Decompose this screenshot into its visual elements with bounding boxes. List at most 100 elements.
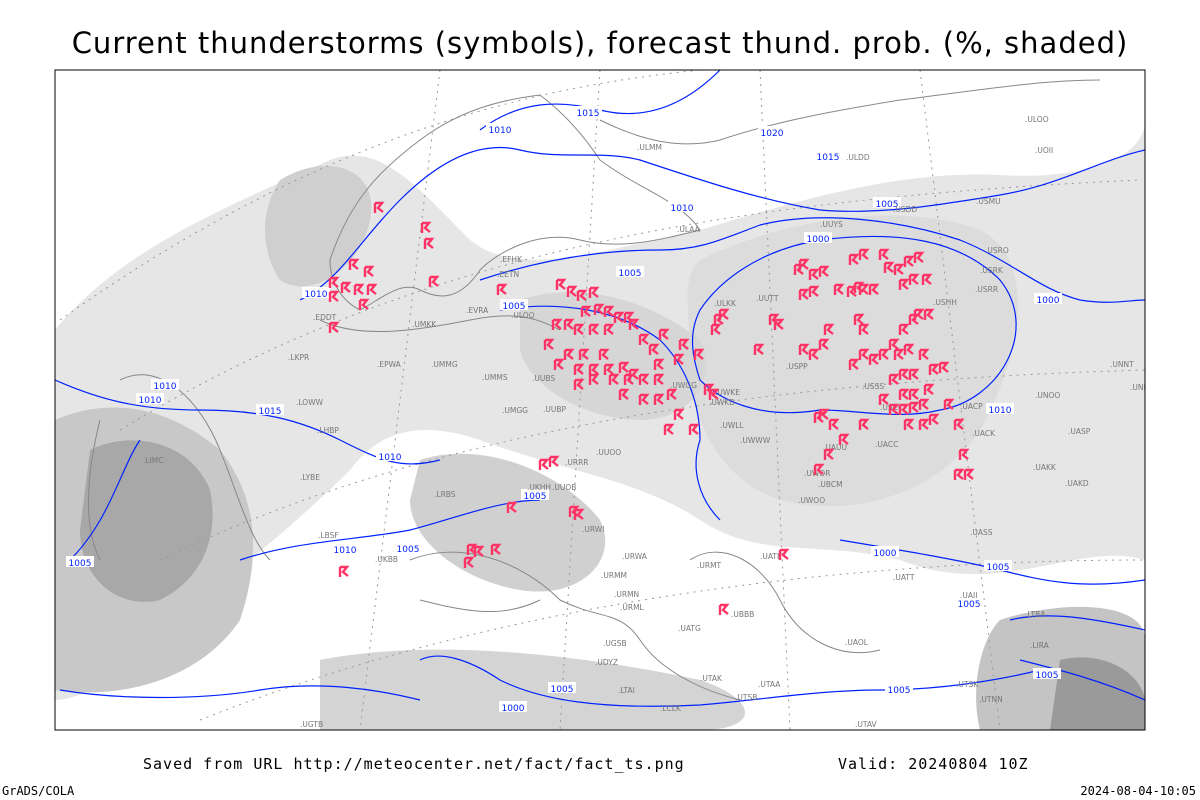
station-label: .UTSK xyxy=(956,680,979,689)
station-label: .USPP xyxy=(786,362,808,371)
station-label: .ULOO xyxy=(1025,115,1049,124)
station-label: .UWLL xyxy=(720,421,744,430)
station-label: .USCC xyxy=(880,403,903,412)
station-label: .USRK xyxy=(980,266,1004,275)
station-label: .UATE xyxy=(760,552,782,561)
isobar-labels: 1015 1010 1020 1015 1010 1005 1000 1005 1010 1005… xyxy=(66,106,1062,714)
station-label: .EPWA xyxy=(377,360,402,369)
station-label: .URMN xyxy=(614,590,639,599)
station-label: .UWKE xyxy=(715,388,740,397)
isobar-label: 1015 xyxy=(577,109,600,119)
isobar-label: 1000 xyxy=(874,549,897,559)
source-url-text: Saved from URL http://meteocenter.net/fa… xyxy=(143,755,685,773)
station-label: .UWOO xyxy=(798,496,825,505)
isobar-label: 1005 xyxy=(987,563,1010,573)
station-label: .EETN xyxy=(497,270,519,279)
station-label: .LOWW xyxy=(296,398,324,407)
station-label: .UWOR xyxy=(804,469,830,478)
station-label: .UACC xyxy=(875,440,898,449)
isobar-label: 1000 xyxy=(807,235,830,245)
station-label: .UASS xyxy=(970,528,993,537)
software-label: GrADS/COLA xyxy=(2,784,75,798)
station-label: .UASP xyxy=(1068,427,1091,436)
grid-lines xyxy=(59,70,1145,730)
station-label: .LKPR xyxy=(288,353,309,362)
station-label: .UAKK xyxy=(1033,463,1057,472)
station-label: .USRO xyxy=(985,246,1009,255)
isobar-label: 1010 xyxy=(305,290,328,300)
station-label: .USMU xyxy=(976,197,1001,206)
station-label: .ULOO xyxy=(511,311,535,320)
station-label: .URWA xyxy=(622,552,648,561)
station-label: .EDDT xyxy=(313,313,337,322)
station-label: .URMM xyxy=(601,571,627,580)
station-label: .UTAV xyxy=(855,720,878,729)
isobar-label: 1010 xyxy=(671,204,694,214)
station-label: .UAII xyxy=(960,591,977,600)
station-label: .UDYZ xyxy=(595,658,618,667)
isobar-label: 1010 xyxy=(989,406,1012,416)
map-title: Current thunderstorms (symbols), forecas… xyxy=(71,26,1129,60)
valid-time-text: Valid: 20240804 10Z xyxy=(838,755,1029,773)
station-label: .UTAA xyxy=(758,680,781,689)
station-label: .UTAK xyxy=(700,674,723,683)
station-label: .UMMG xyxy=(431,360,458,369)
station-label: .UTNN xyxy=(979,695,1003,704)
isobar-label: 1010 xyxy=(139,396,162,406)
station-label: .LIMC xyxy=(143,456,163,465)
station-label: .LCLK xyxy=(660,704,682,713)
station-label: .UUOB xyxy=(552,483,576,492)
isobar-label: 1005 xyxy=(503,302,526,312)
station-label: .UGSB xyxy=(603,639,627,648)
isobar-label: 1020 xyxy=(761,129,784,139)
station-label: .UAUU xyxy=(823,443,847,452)
coastlines-borders xyxy=(88,79,1101,701)
station-label: .UUBS xyxy=(532,374,555,383)
station-label: .UUOO xyxy=(596,448,621,457)
station-label: .USHH xyxy=(933,298,957,307)
station-label: .UNBB xyxy=(1130,383,1154,392)
station-label: .LIRA xyxy=(1030,641,1050,650)
station-label: .UBBB xyxy=(731,610,754,619)
station-label: .UOII xyxy=(1035,146,1053,155)
station-label: .URRR xyxy=(565,458,589,467)
station-label: .UUBP xyxy=(543,405,567,414)
station-label: .UUTT xyxy=(756,294,779,303)
isobar-label: 1000 xyxy=(1037,296,1060,306)
station-label: .UATT xyxy=(893,573,915,582)
station-label: .UWGG xyxy=(670,381,697,390)
station-label: .EFHK xyxy=(500,255,523,264)
isobar-label: 1015 xyxy=(817,153,840,163)
station-label: .UACP xyxy=(960,402,983,411)
station-label: .UKHH xyxy=(527,483,551,492)
station-label: .USSS xyxy=(862,382,884,391)
isobar-label: 1005 xyxy=(69,559,92,569)
station-label: .LYBE xyxy=(300,473,320,482)
station-label: .LRBS xyxy=(434,490,456,499)
isobar-label: 1010 xyxy=(334,546,357,556)
station-label: .UWWW xyxy=(740,436,771,445)
station-label: .UBCM xyxy=(818,480,843,489)
isobar-label: 1005 xyxy=(876,200,899,210)
isobar-label: 1010 xyxy=(489,126,512,136)
station-label: .LTBA xyxy=(1025,610,1046,619)
isobar-label: 1010 xyxy=(154,382,177,392)
isobar-label: 1010 xyxy=(379,453,402,463)
isobar-label: 1005 xyxy=(958,600,981,610)
station-label: .ULKK xyxy=(714,299,737,308)
station-label: .URMT xyxy=(697,561,722,570)
isobar-label: 1005 xyxy=(1036,671,1059,681)
station-label: .UATG xyxy=(678,624,701,633)
timestamp-text: 2024-08-04-10:05 xyxy=(1080,784,1196,798)
probability-shading xyxy=(55,120,1145,730)
station-label: .USRR xyxy=(975,285,998,294)
station-labels: .ULOO .ULMM .ULDD .UUYS .USDD .USMU .UOII .ULAA… xyxy=(143,115,1154,729)
station-label: .URWI xyxy=(582,525,604,534)
station-label: .LHBP xyxy=(317,426,339,435)
station-label: .EVRA xyxy=(466,306,489,315)
station-label: .UAKD xyxy=(1065,479,1089,488)
station-label: .LBSF xyxy=(318,531,339,540)
station-label: .UNOO xyxy=(1035,391,1060,400)
station-label: .UACK xyxy=(972,429,996,438)
